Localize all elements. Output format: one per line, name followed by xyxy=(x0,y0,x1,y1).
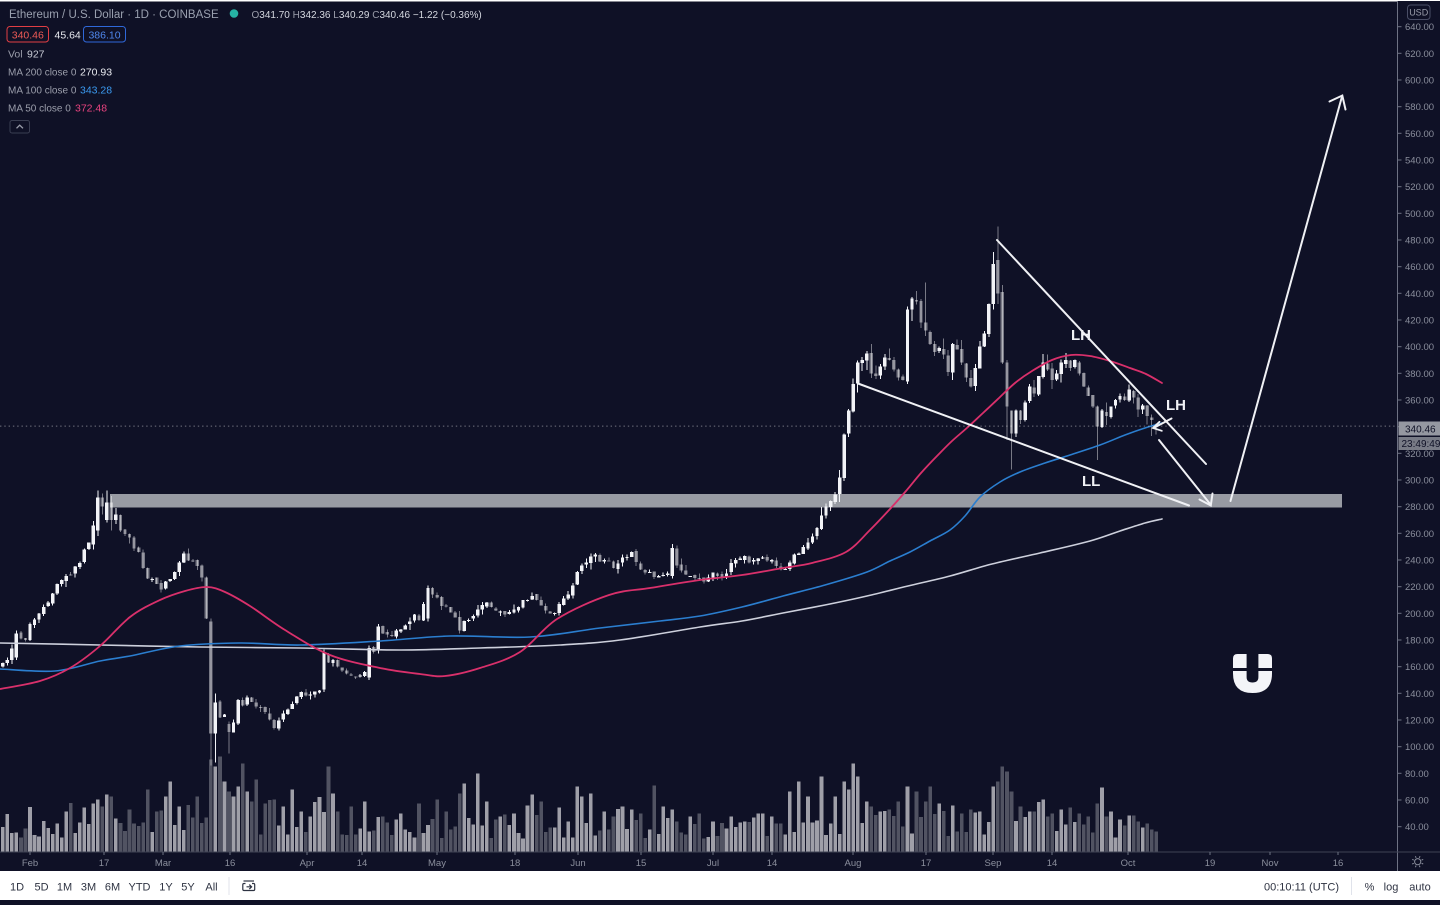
svg-text:5Y: 5Y xyxy=(181,882,195,894)
svg-text:14: 14 xyxy=(1047,858,1058,869)
svg-text:620.00: 620.00 xyxy=(1405,49,1434,60)
svg-text:Sep: Sep xyxy=(985,858,1002,869)
svg-text:auto: auto xyxy=(1409,882,1430,894)
svg-text:Mar: Mar xyxy=(155,858,171,869)
svg-text:May: May xyxy=(428,858,446,869)
svg-text:16: 16 xyxy=(225,858,236,869)
svg-text:1M: 1M xyxy=(57,882,72,894)
svg-text:3M: 3M xyxy=(81,882,96,894)
svg-text:Jul: Jul xyxy=(707,858,719,869)
svg-text:60.00: 60.00 xyxy=(1405,796,1429,807)
svg-text:180.00: 180.00 xyxy=(1405,636,1434,647)
svg-text:19: 19 xyxy=(1205,858,1216,869)
svg-text:300.00: 300.00 xyxy=(1405,476,1434,487)
svg-text:1Y: 1Y xyxy=(159,882,173,894)
svg-text:220.00: 220.00 xyxy=(1405,582,1434,593)
svg-text:160.00: 160.00 xyxy=(1405,662,1434,673)
svg-text:YTD: YTD xyxy=(129,882,151,894)
svg-text:Ethereum / U.S. Dollar · 1D ·: Ethereum / U.S. Dollar · 1D · COINBASE xyxy=(9,9,219,21)
svg-text:Jun: Jun xyxy=(570,858,585,869)
svg-text:240.00: 240.00 xyxy=(1405,556,1434,567)
svg-text:540.00: 540.00 xyxy=(1405,156,1434,167)
svg-text:O341.70 H342.36 L340.29 C340.4: O341.70 H342.36 L340.29 C340.46 −1.22 (−… xyxy=(252,10,482,21)
svg-text:386.10: 386.10 xyxy=(88,30,120,42)
svg-text:420.00: 420.00 xyxy=(1405,316,1434,327)
svg-text:LH: LH xyxy=(1071,327,1091,344)
svg-text:17: 17 xyxy=(99,858,110,869)
svg-text:560.00: 560.00 xyxy=(1405,129,1434,140)
svg-text:440.00: 440.00 xyxy=(1405,289,1434,300)
svg-text:400.00: 400.00 xyxy=(1405,342,1434,353)
svg-text:500.00: 500.00 xyxy=(1405,209,1434,220)
svg-text:18: 18 xyxy=(510,858,521,869)
svg-text:16: 16 xyxy=(1333,858,1344,869)
svg-text:23:49:49: 23:49:49 xyxy=(1402,439,1440,450)
svg-text:380.00: 380.00 xyxy=(1405,369,1434,380)
svg-text:320.00: 320.00 xyxy=(1405,449,1434,460)
svg-text:480.00: 480.00 xyxy=(1405,236,1434,247)
svg-text:120.00: 120.00 xyxy=(1405,716,1434,727)
svg-text:14: 14 xyxy=(767,858,778,869)
svg-text:Aug: Aug xyxy=(845,858,862,869)
svg-text:460.00: 460.00 xyxy=(1405,262,1434,273)
svg-text:6M: 6M xyxy=(105,882,120,894)
svg-text:45.64: 45.64 xyxy=(55,30,81,42)
svg-text:15: 15 xyxy=(636,858,647,869)
svg-text:260.00: 260.00 xyxy=(1405,529,1434,540)
svg-text:200.00: 200.00 xyxy=(1405,609,1434,620)
svg-text:600.00: 600.00 xyxy=(1405,76,1434,87)
svg-text:Nov: Nov xyxy=(1262,858,1279,869)
svg-text:%: % xyxy=(1365,882,1375,894)
svg-text:Apr: Apr xyxy=(300,858,315,869)
svg-text:520.00: 520.00 xyxy=(1405,182,1434,193)
svg-text:All: All xyxy=(205,882,217,894)
svg-text:40.00: 40.00 xyxy=(1405,822,1429,833)
svg-text:280.00: 280.00 xyxy=(1405,502,1434,513)
svg-text:00:10:11 (UTC): 00:10:11 (UTC) xyxy=(1264,882,1339,894)
svg-text:LL: LL xyxy=(1082,473,1100,490)
svg-text:1D: 1D xyxy=(10,882,24,894)
svg-text:5D: 5D xyxy=(34,882,48,894)
svg-text:360.00: 360.00 xyxy=(1405,396,1434,407)
svg-text:log: log xyxy=(1384,882,1399,894)
svg-text:640.00: 640.00 xyxy=(1405,22,1434,33)
svg-text:80.00: 80.00 xyxy=(1405,769,1429,780)
svg-text:17: 17 xyxy=(921,858,932,869)
svg-text:Feb: Feb xyxy=(22,858,38,869)
svg-text:LH: LH xyxy=(1166,397,1186,414)
svg-text:140.00: 140.00 xyxy=(1405,689,1434,700)
svg-text:Oct: Oct xyxy=(1121,858,1136,869)
svg-text:100.00: 100.00 xyxy=(1405,742,1434,753)
svg-text:340.46: 340.46 xyxy=(1405,424,1436,435)
svg-text:340.46: 340.46 xyxy=(12,30,44,42)
svg-text:580.00: 580.00 xyxy=(1405,102,1434,113)
svg-text:USD: USD xyxy=(1409,8,1429,18)
svg-text:14: 14 xyxy=(357,858,368,869)
